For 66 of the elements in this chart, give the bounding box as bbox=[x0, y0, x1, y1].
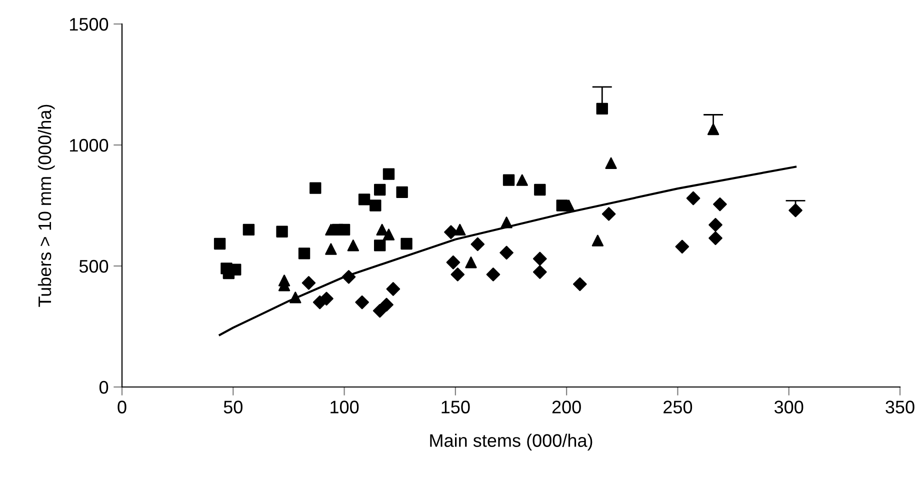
point bbox=[502, 174, 515, 186]
point bbox=[486, 268, 500, 282]
point bbox=[382, 228, 395, 240]
point bbox=[500, 216, 512, 228]
point bbox=[708, 218, 722, 232]
point bbox=[686, 191, 700, 206]
point bbox=[516, 174, 528, 186]
x-tick-label: 250 bbox=[664, 400, 692, 414]
x-tick-label: 50 bbox=[224, 400, 242, 414]
x-tick-label: 350 bbox=[886, 400, 914, 414]
point bbox=[342, 270, 356, 284]
point bbox=[532, 252, 547, 266]
point bbox=[325, 243, 337, 255]
x-tick-label: 100 bbox=[330, 400, 359, 414]
point bbox=[276, 226, 288, 238]
point bbox=[338, 224, 350, 236]
point bbox=[358, 194, 370, 206]
y-axis-title: Tubers > 10 mm (000/ha) bbox=[38, 104, 55, 307]
point bbox=[450, 268, 465, 282]
point bbox=[532, 265, 547, 279]
point bbox=[355, 295, 369, 310]
x-tick-label: 300 bbox=[774, 400, 804, 414]
point bbox=[602, 207, 616, 221]
point bbox=[302, 276, 316, 290]
point bbox=[592, 234, 604, 246]
point bbox=[214, 238, 226, 250]
point bbox=[400, 238, 412, 250]
point bbox=[376, 224, 388, 236]
point bbox=[573, 277, 587, 292]
x-tick-label: 200 bbox=[552, 400, 581, 414]
point bbox=[675, 240, 690, 254]
point bbox=[605, 157, 617, 169]
point bbox=[562, 200, 575, 212]
point bbox=[347, 240, 360, 252]
point bbox=[310, 182, 322, 194]
point bbox=[374, 240, 386, 252]
point bbox=[374, 184, 386, 196]
x-tick-label: 150 bbox=[442, 400, 470, 414]
point bbox=[713, 197, 727, 212]
point bbox=[596, 102, 608, 115]
point bbox=[372, 304, 387, 318]
y-tick-label: 1000 bbox=[70, 138, 108, 152]
y-tick-label: 1500 bbox=[70, 18, 108, 31]
point bbox=[788, 203, 802, 218]
point bbox=[320, 292, 334, 306]
line-series bbox=[218, 166, 797, 336]
x-axis-title: Main stems (000/ha) bbox=[430, 434, 592, 451]
point bbox=[534, 184, 546, 196]
point bbox=[396, 186, 408, 198]
y-tick-label: 0 bbox=[99, 380, 108, 394]
point bbox=[298, 248, 310, 260]
point bbox=[386, 282, 400, 296]
point bbox=[380, 298, 394, 312]
point bbox=[370, 200, 382, 212]
point bbox=[465, 256, 477, 268]
point bbox=[708, 231, 722, 246]
y-tick-label: 500 bbox=[79, 260, 108, 273]
point bbox=[500, 246, 514, 260]
point bbox=[707, 123, 720, 136]
point bbox=[242, 224, 255, 236]
point bbox=[470, 237, 485, 252]
x-tick-label: 0 bbox=[118, 400, 126, 414]
point bbox=[444, 225, 458, 240]
point bbox=[290, 292, 302, 304]
point bbox=[446, 255, 460, 270]
point bbox=[382, 168, 395, 180]
